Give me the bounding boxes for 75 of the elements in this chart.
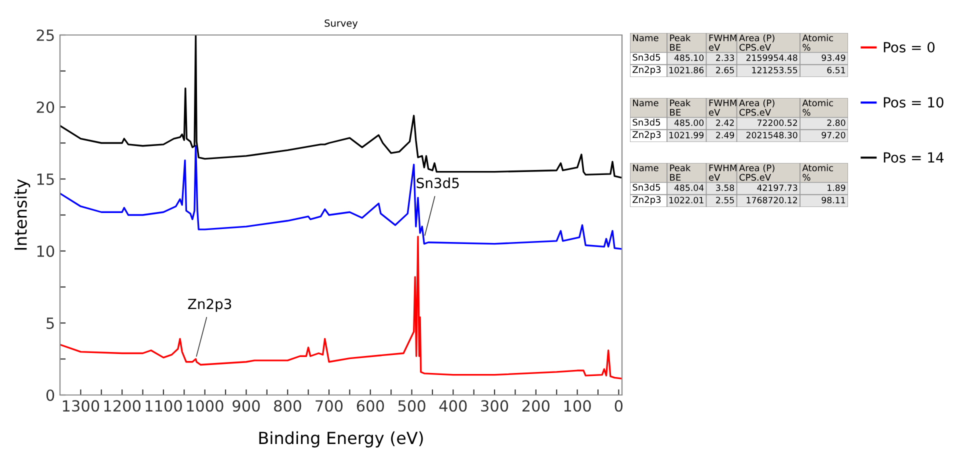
text: 97.20 [822,132,846,138]
text: 42197.73 [757,184,798,192]
text: Atomic % [802,164,834,181]
text: Zn2p3 [632,196,661,205]
text: 1021.86 [669,66,704,74]
text: 1021.99 [669,132,704,138]
y-tick-label: 5 [46,318,54,330]
text: Name [633,100,658,106]
text: Name [633,34,658,42]
text: Atomic % [802,99,834,116]
text: 485.10 [674,54,704,62]
y-axis-title: Intensity [14,179,30,250]
x-tick-label: 400 [439,400,467,412]
x-tick-label: 200 [522,400,550,412]
text: Sn3d5 [632,54,660,61]
text: 485.00 [674,120,704,126]
text: 485.04 [674,184,704,192]
x-axis-title: Binding Energy (eV) [259,431,423,448]
text: 121253.55 [752,66,798,74]
x-tick-label: 300 [481,400,508,412]
x-tick-label: 800 [274,400,302,412]
legend-label: Pos = 0 [884,42,935,52]
text: 2.49 [716,132,734,138]
y-tick-label: 0 [46,389,54,402]
text: 2021548.30 [746,132,798,138]
x-tick-label: 0 [614,400,623,412]
text: 2.42 [716,120,734,126]
text: 1022.01 [669,196,704,204]
text: 1768720.12 [746,196,797,204]
text: 93.49 [822,54,846,62]
x-tick-label: 700 [316,400,343,412]
y-tick-label: 10 [37,245,54,258]
text: 2.55 [716,196,734,204]
x-tick-label: 600 [356,400,384,412]
x-tick-label: 1300 [62,400,100,412]
x-tick-label: 500 [398,400,426,412]
annotation: Sn3d5 [416,177,459,188]
text: Name [633,164,658,172]
text: Peak BE [670,99,691,116]
text: 6.51 [827,66,846,74]
x-tick-label: 900 [232,400,260,412]
text: Area (P) CPS.eV [739,34,774,51]
text: 2.65 [716,66,734,74]
legend-label: Pos = 10 [884,97,944,108]
text: 2159954.48 [746,54,798,62]
text: 2.33 [716,54,734,62]
line-series [60,145,622,250]
text: FWHM eV [708,164,736,181]
text: Peak BE [670,34,691,51]
text: FWHM eV [708,100,736,116]
line-series [60,236,622,380]
x-tick-label: 1000 [187,400,224,412]
legend-label: Pos = 14 [884,152,944,163]
y-tick-label: 15 [37,174,54,186]
y-tick-label: 25 [36,29,54,42]
text: 98.11 [822,196,846,204]
chart-title: Survey [324,19,358,29]
text: Peak BE [670,164,691,181]
x-tick-label: 1200 [104,400,140,412]
text: 2.80 [827,120,846,126]
text: Sn3d5 [632,184,660,191]
text: 3.58 [716,184,734,192]
text: Area (P) CPS.eV [739,164,774,181]
text: Atomic % [802,34,834,51]
text: Zn2p3 [632,66,661,75]
y-tick-label: 20 [36,101,54,114]
text: Zn2p3 [632,131,661,140]
x-tick-label: 100 [564,400,591,412]
text: FWHM eV [708,34,736,51]
text: Sn3d5 [632,118,660,126]
text: Area (P) CPS.eV [739,99,774,116]
text: 1.89 [828,184,846,192]
x-tick-label: 1100 [146,400,182,412]
text: 72200.52 [757,120,797,126]
annotation: Zn2p3 [188,298,232,312]
